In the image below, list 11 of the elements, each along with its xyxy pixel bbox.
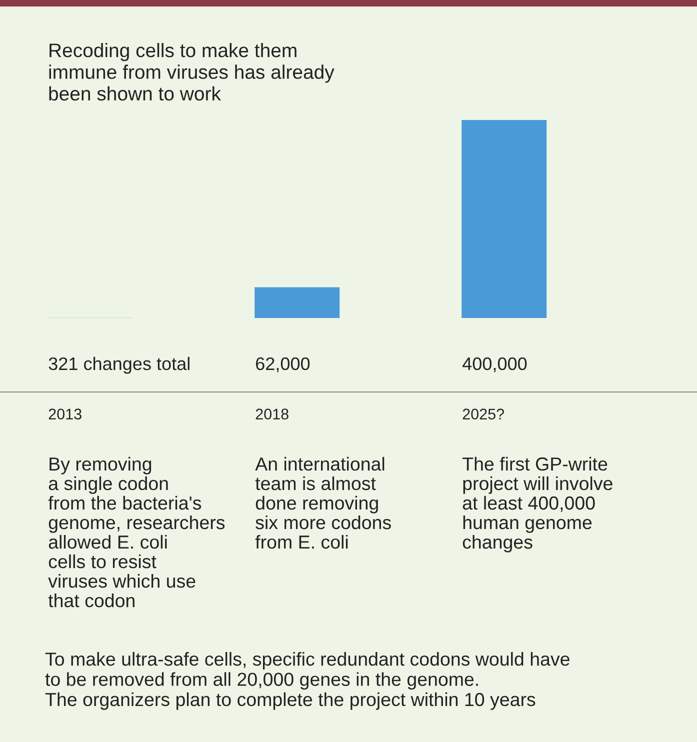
text: To make ultra-safe cells, specific redundant codons would have to be removed from all 20,000 genes in the genome. The organizers plan to complete the project within 10 years: [45, 652, 570, 710]
chart-title: Recoding cells to make them immune from viruses has already been shown to work: [49, 43, 334, 101]
x-tick-label: 2025?: [462, 408, 504, 420]
data-label: 62,000: [256, 357, 310, 372]
text: An international team is almost done removing six more codons from E. coli: [255, 456, 391, 549]
data-label: 321 changes total: [48, 356, 190, 374]
text: The first GP-write project will involve at least 400,000 human genome changes: [462, 456, 612, 552]
data-label: 400,000: [462, 357, 527, 372]
x-tick-label: 2018: [256, 408, 288, 420]
text: By removing a single codon from the bacteria's genome, researchers allowed E. coli cells to resist viruses which use that codon: [48, 456, 225, 608]
x-tick-label: 2013: [48, 408, 82, 420]
